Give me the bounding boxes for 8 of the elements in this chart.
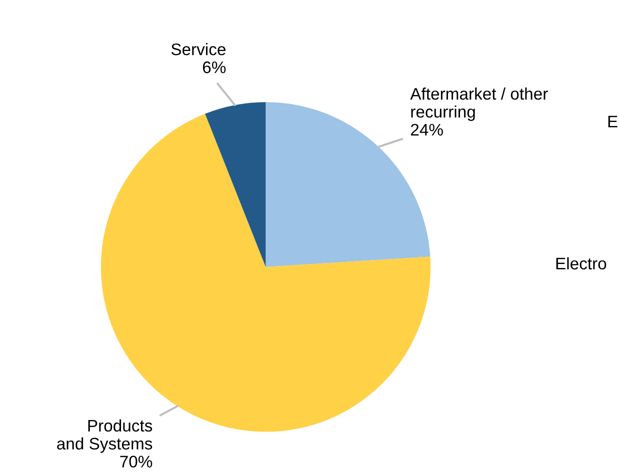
data-label: 6% — [202, 61, 226, 74]
text: Electro — [556, 257, 606, 270]
slice-label: Aftermarket / other recurring — [410, 87, 548, 121]
data-label: 70% — [120, 456, 152, 468]
text: E — [608, 116, 618, 128]
data-label: 24% — [410, 124, 443, 136]
slice-label: Service — [171, 43, 226, 56]
slice-label: Products and Systems — [57, 419, 152, 453]
